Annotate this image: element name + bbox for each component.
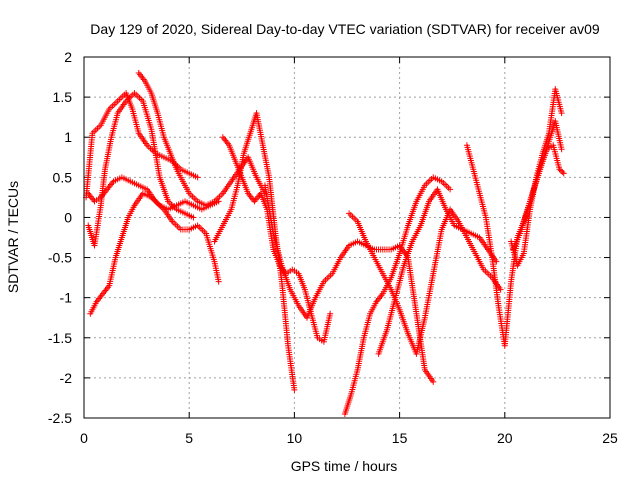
y-tick-label: 2 <box>64 49 72 65</box>
series-track-12 <box>463 118 565 349</box>
data-point <box>291 386 298 393</box>
data-point <box>497 286 504 293</box>
series-track-10 <box>346 206 504 357</box>
series-track-6 <box>211 110 298 393</box>
series-track-9 <box>341 174 454 417</box>
y-tick-label: -1.5 <box>48 330 72 346</box>
data-point <box>558 146 565 153</box>
data-point <box>430 378 437 385</box>
y-tick-label: 1.5 <box>53 89 73 105</box>
x-tick-label: 10 <box>287 430 303 446</box>
series-track-4 <box>87 190 222 317</box>
plot-frame <box>83 56 611 419</box>
y-tick-label: -1 <box>60 290 73 306</box>
ticks: 0 5 10 15 20 25 2 1.5 1 0.5 0 -0.5 -1 -1.5 -2 -2.5 <box>48 49 618 446</box>
data-point <box>190 214 197 221</box>
y-tick-label: -2 <box>60 370 73 386</box>
y-tick-label: -0.5 <box>48 250 72 266</box>
grid <box>84 57 610 418</box>
x-axis-label: GPS time / hours <box>291 458 398 474</box>
y-tick-label: 1 <box>64 129 72 145</box>
series-track-3 <box>85 174 222 285</box>
data-point <box>194 174 201 181</box>
data-point <box>215 278 222 285</box>
y-tick-label: 0.5 <box>53 169 73 185</box>
x-tick-label: 20 <box>497 430 513 446</box>
data-point <box>560 170 567 177</box>
x-tick-label: 5 <box>185 430 193 446</box>
x-tick-label: 25 <box>602 430 618 446</box>
chart-title: Day 129 of 2020, Sidereal Day-to-day VTE… <box>90 21 600 37</box>
data-point <box>558 110 565 117</box>
series-track-1 <box>83 90 201 201</box>
data-point <box>559 168 566 175</box>
x-tick-label: 15 <box>392 430 408 446</box>
data-point <box>447 186 454 193</box>
data-points <box>83 70 567 417</box>
data-point <box>327 310 334 317</box>
x-tick-label: 0 <box>80 430 88 446</box>
y-axis-label: SDTVAR / TECUs <box>5 181 21 293</box>
y-tick-label: -2.5 <box>48 410 72 426</box>
series-track-14 <box>510 142 567 253</box>
y-tick-label: 0 <box>64 209 72 225</box>
data-point <box>556 166 563 173</box>
data-point <box>557 167 564 174</box>
series-track-2 <box>85 90 197 249</box>
